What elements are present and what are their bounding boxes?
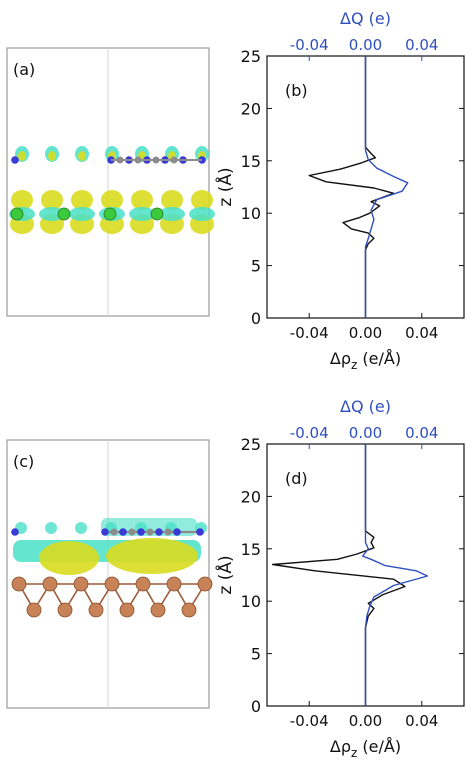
iso-cyan-lobe xyxy=(69,207,95,221)
panel-label: (b) xyxy=(285,81,308,100)
gray-atom xyxy=(110,528,118,536)
bottom-axis-title: Δρz (e/Å) xyxy=(330,349,401,372)
x-tick-label: 0.04 xyxy=(405,712,438,730)
copper-atom xyxy=(150,602,166,618)
x-tick-label: -0.04 xyxy=(290,324,329,342)
structure-panel-a: (a) xyxy=(6,47,215,317)
x-tick-label: 0.00 xyxy=(349,324,382,342)
iso-yellow-lobe xyxy=(39,541,99,575)
y-tick-label: 25 xyxy=(241,47,261,66)
y-tick-label: 15 xyxy=(241,540,261,559)
iso-cyan-lobe xyxy=(45,522,57,534)
top-x-tick-label: 0.04 xyxy=(405,424,438,442)
y-tick-label: 20 xyxy=(241,99,261,118)
copper-atom xyxy=(11,576,27,592)
iso-yellow-lobe xyxy=(71,190,93,210)
series-line-black xyxy=(308,56,395,318)
chart-d: 0 5 10 15 20 25 z (Å) -0.04 -0.04 0.00 0.00 0.04 0.0… xyxy=(214,397,465,760)
x-tick-label: -0.04 xyxy=(290,712,329,730)
panel-label: (d) xyxy=(285,469,308,488)
top-x-tick-label: 0.00 xyxy=(349,424,382,442)
iso-yellow-lobe xyxy=(78,151,86,161)
copper-atom xyxy=(119,602,135,618)
y-tick-label: 5 xyxy=(251,645,261,664)
y-tick-label: 20 xyxy=(241,487,261,506)
top-x-tick-label: -0.04 xyxy=(290,424,329,442)
series-line-blue xyxy=(362,444,429,706)
y-tick-label: 0 xyxy=(251,309,261,328)
iso-yellow-lobe xyxy=(101,190,123,210)
blue-atom xyxy=(196,528,204,536)
green-atom xyxy=(57,207,71,221)
y-tick-label: 25 xyxy=(241,435,261,454)
x-tick-label: 0.04 xyxy=(405,324,438,342)
copper-atom xyxy=(26,602,42,618)
top-x-tick-label: 0.04 xyxy=(405,36,438,54)
copper-atom xyxy=(42,576,58,592)
y-tick-label: 10 xyxy=(241,204,261,223)
copper-atom xyxy=(104,576,120,592)
top-axis-title: ΔQ (e) xyxy=(340,9,391,28)
top-x-tick-label: 0.00 xyxy=(349,36,382,54)
gray-atom xyxy=(146,528,154,536)
y-tick-label: 0 xyxy=(251,697,261,716)
top-x-tick-label: -0.04 xyxy=(290,36,329,54)
green-atom xyxy=(103,207,117,221)
y-tick-label: 10 xyxy=(241,592,261,611)
blue-atom xyxy=(155,528,163,536)
iso-yellow-lobe xyxy=(48,151,56,161)
green-atom xyxy=(150,207,164,221)
iso-yellow-lobe xyxy=(18,151,26,161)
copper-atom xyxy=(135,576,151,592)
copper-atom xyxy=(197,576,213,592)
blue-atom xyxy=(101,528,109,536)
blue-atom xyxy=(11,156,19,164)
iso-yellow-lobe xyxy=(161,190,183,210)
panel-label-c: (c) xyxy=(13,452,34,471)
gray-atom xyxy=(128,528,136,536)
iso-yellow-lobe xyxy=(106,538,198,574)
copper-atom xyxy=(57,602,73,618)
y-axis-label: z (Å) xyxy=(214,555,236,594)
bottom-axis-title: Δρz (e/Å) xyxy=(330,737,401,760)
blue-atom xyxy=(173,528,181,536)
y-axis-label: z (Å) xyxy=(214,167,236,206)
blue-atom xyxy=(137,528,145,536)
y-tick-label: 5 xyxy=(251,257,261,276)
copper-atom xyxy=(166,576,182,592)
gray-atom xyxy=(164,528,172,536)
y-tick-label: 15 xyxy=(241,152,261,171)
structure-panel-c: (c) xyxy=(6,439,213,709)
copper-atom xyxy=(181,602,197,618)
iso-yellow-lobe xyxy=(191,190,213,210)
iso-cyan-lobe xyxy=(75,522,87,534)
copper-atom xyxy=(73,576,89,592)
x-tick-label: 0.00 xyxy=(349,712,382,730)
panel-label-a: (a) xyxy=(13,60,35,79)
blue-atom xyxy=(11,528,19,536)
blue-atom xyxy=(119,528,127,536)
green-atom xyxy=(10,207,24,221)
series-line-blue xyxy=(364,56,409,318)
iso-cyan-lobe xyxy=(159,207,185,221)
top-axis-title: ΔQ (e) xyxy=(340,397,391,416)
iso-cyan-lobe xyxy=(129,207,155,221)
iso-cyan-lobe xyxy=(189,207,215,221)
series-line-black xyxy=(271,444,406,706)
iso-yellow-lobe xyxy=(41,190,63,210)
iso-cyan-lobe xyxy=(39,207,65,221)
chart-b: 0 5 10 15 20 25 z (Å) -0.04 -0.04 0.00 0.00 0.04 0.0… xyxy=(214,9,465,372)
copper-atom xyxy=(88,602,104,618)
iso-yellow-lobe xyxy=(131,190,153,210)
iso-yellow-lobe xyxy=(11,190,33,210)
